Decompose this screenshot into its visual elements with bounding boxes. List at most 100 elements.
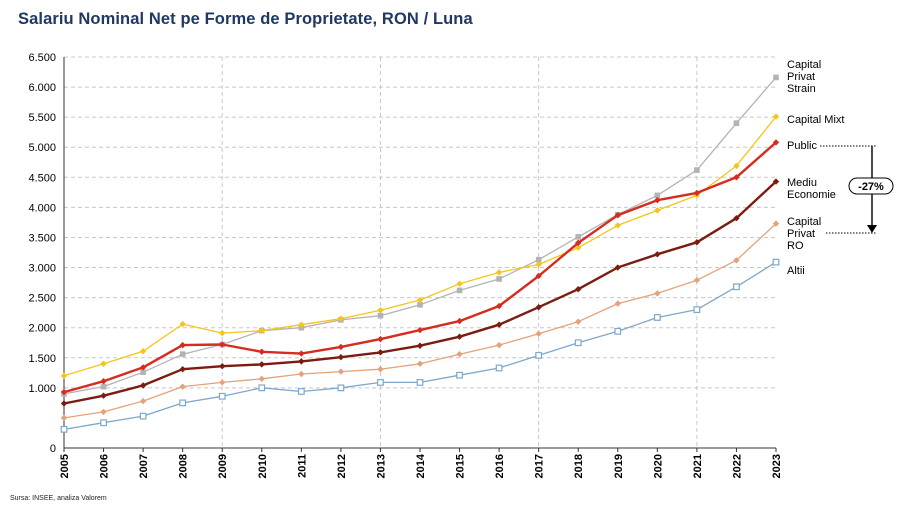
y-tick-label: 3.000: [28, 263, 56, 275]
data-point: [139, 347, 147, 355]
data-point: [495, 269, 503, 276]
data-point: [219, 362, 226, 370]
data-point: [60, 425, 68, 433]
data-point: [614, 264, 621, 271]
data-point: [575, 239, 582, 247]
x-tick-label: 2016: [494, 454, 506, 478]
x-tick-label: 2017: [534, 454, 546, 478]
data-point: [693, 276, 701, 284]
data-point: [337, 384, 345, 392]
data-point: [535, 304, 542, 311]
series-label: Capital Mixt: [787, 114, 844, 126]
series-line: [63, 116, 777, 377]
data-point: [495, 321, 503, 328]
chart-title: Salariu Nominal Net pe Forme de Propriet…: [18, 10, 473, 28]
data-point: [100, 408, 107, 416]
data-point: [377, 365, 384, 373]
data-point: [297, 388, 305, 395]
annotation-box: [848, 177, 894, 195]
y-tick-label: 5.000: [28, 142, 56, 154]
x-tick-labels: 2005 2006 2007 2008 2009 2010 2011 2012 2013 2014…: [59, 453, 783, 478]
data-point: [535, 272, 542, 280]
y-tick-label: 6.500: [28, 52, 56, 64]
data-point: [298, 370, 305, 378]
y-tick-labels: 0 1.000 1.500 2.000 2.500 3.000 3.500 4.000 4.50…: [28, 52, 56, 455]
data-point: [139, 382, 147, 389]
data-point: [258, 384, 266, 392]
y-tick-label: 0: [50, 443, 56, 455]
data-point: [733, 162, 740, 170]
data-point: [416, 360, 424, 367]
data-point: [654, 192, 661, 199]
x-tick-label: 2023: [771, 454, 783, 478]
data-point: [337, 353, 345, 361]
data-point: [575, 234, 582, 240]
x-tick-label: 2011: [296, 454, 308, 478]
x-tick-label: 2021: [692, 454, 704, 478]
series-label: Mediu: [787, 177, 817, 189]
data-point: [100, 419, 107, 427]
x-tick-label: 2007: [138, 454, 150, 478]
data-point: [60, 400, 68, 407]
series-label: Strain: [787, 83, 816, 95]
x-tick-label: 2010: [257, 454, 269, 478]
data-point: [456, 333, 463, 340]
y-tick-label: 1.000: [28, 383, 56, 395]
grid-lines: [64, 56, 776, 448]
data-point: [693, 306, 701, 314]
data-point: [100, 392, 107, 399]
data-point: [574, 339, 582, 347]
data-point: [614, 212, 621, 219]
x-tick-label: 2012: [336, 454, 348, 478]
x-tick-label: 2014: [415, 453, 427, 478]
data-point: [733, 283, 740, 291]
data-point: [693, 189, 701, 197]
data-point: [337, 368, 345, 375]
data-point: [298, 321, 305, 328]
series-label: Public: [787, 140, 817, 152]
data-point: [575, 285, 582, 293]
y-tick-label: 1.500: [28, 353, 56, 365]
data-point: [772, 113, 780, 120]
y-tick-label: 6.000: [28, 82, 56, 94]
data-point: [495, 302, 503, 310]
data-point: [377, 379, 384, 386]
data-point: [733, 120, 740, 126]
data-point: [575, 318, 582, 325]
series-label: RO: [787, 240, 804, 252]
x-tick-label: 2015: [455, 454, 467, 478]
data-point: [575, 244, 582, 251]
x-tick-label: 2020: [652, 454, 664, 478]
data-point: [694, 167, 700, 173]
data-point: [772, 220, 780, 227]
data-point: [733, 215, 740, 222]
y-tick-label: 5.500: [28, 112, 56, 124]
data-point: [614, 327, 622, 335]
axes: [63, 57, 777, 452]
data-point: [139, 412, 147, 420]
data-point: [654, 290, 661, 297]
data-point: [456, 280, 463, 287]
series-line: [63, 180, 777, 405]
data-point: [653, 314, 661, 321]
data-point: [337, 315, 345, 322]
data-point: [772, 139, 780, 146]
data-point: [614, 222, 621, 229]
data-point: [456, 287, 463, 294]
data-point: [179, 351, 186, 357]
data-point: [258, 361, 265, 368]
annotation-arrow-head: [867, 225, 877, 233]
data-point: [100, 383, 107, 390]
data-point: [772, 258, 780, 266]
data-point: [100, 360, 107, 367]
data-point: [495, 341, 503, 349]
data-point: [654, 207, 661, 214]
x-tick-label: 2006: [99, 454, 111, 478]
data-point: [535, 330, 542, 337]
source-note: Sursa: INSEE, analiza Valorem: [10, 495, 107, 502]
series-line: [63, 223, 777, 419]
data-point: [772, 178, 780, 185]
data-point: [377, 335, 384, 343]
